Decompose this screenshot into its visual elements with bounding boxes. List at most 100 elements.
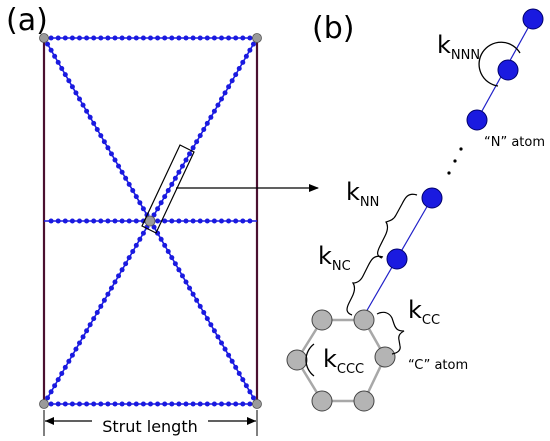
- strut-bead: [133, 218, 139, 224]
- strut-bead: [105, 291, 111, 297]
- strut-bead: [133, 35, 139, 41]
- strut-bead: [116, 163, 122, 169]
- strut-bead: [59, 371, 65, 376]
- strut-bead: [77, 96, 82, 102]
- strut-bead: [204, 218, 210, 224]
- strut-bead: [176, 401, 182, 407]
- strut-bead: [194, 297, 200, 303]
- strut-bead: [126, 218, 132, 224]
- k-nnn-annotation: kNNN: [437, 31, 521, 87]
- strut-bead: [233, 401, 239, 407]
- strut-bead: [84, 218, 90, 224]
- strut-bead: [162, 35, 168, 41]
- strut-bead: [169, 181, 175, 187]
- c-atom: [311, 309, 333, 331]
- strut-bead: [101, 139, 107, 145]
- strut-bead: [240, 59, 246, 65]
- strut-bead: [204, 401, 210, 407]
- strut-bead: [197, 35, 203, 41]
- strut-bead: [208, 114, 214, 120]
- strut-bead: [98, 218, 104, 224]
- strut-length-dimension: Strut length: [43, 410, 258, 436]
- strut-bead: [55, 401, 61, 407]
- node-bottom-right: [252, 399, 262, 409]
- strut-bead: [91, 401, 97, 407]
- strut-bead: [211, 218, 217, 224]
- strut-bead: [219, 340, 224, 346]
- strut-bead: [158, 236, 164, 242]
- strut-bead: [219, 401, 224, 407]
- strut-bead: [243, 383, 249, 389]
- strut-bead: [162, 194, 168, 200]
- strut-bead: [77, 35, 82, 41]
- strut-bead: [73, 90, 79, 96]
- strut-bead: [219, 96, 224, 102]
- strut-bead: [119, 35, 125, 41]
- strut-bead: [91, 120, 97, 126]
- k-cc-label: kCC: [408, 296, 440, 328]
- strut-bead: [190, 145, 196, 151]
- strut-bead: [148, 35, 153, 41]
- c-atom: [286, 349, 308, 371]
- strut-bead: [73, 346, 79, 352]
- strut-bead: [162, 242, 168, 248]
- strut-bead: [112, 35, 118, 41]
- zoom-callout: [141, 144, 319, 234]
- ellipsis-dot: [459, 147, 463, 151]
- strut-length-label: Strut length: [102, 417, 198, 436]
- strut-bead: [105, 145, 111, 151]
- panel-b: (b): [286, 8, 545, 412]
- k-nc-label: kNC: [318, 242, 351, 274]
- strut-bead: [208, 322, 214, 328]
- strut-bead: [119, 169, 125, 175]
- strut-bead: [119, 401, 125, 407]
- strut-bead: [105, 35, 111, 41]
- strut-bead: [169, 255, 175, 261]
- strut-bead: [215, 102, 221, 108]
- n-atoms: [386, 8, 544, 270]
- strut-bead: [137, 236, 143, 242]
- strut-bead: [130, 188, 136, 193]
- strut-bead: [98, 303, 104, 309]
- strut-bead: [87, 322, 93, 328]
- strut-bead: [158, 200, 164, 206]
- benzene-ring: [286, 309, 396, 412]
- strut-bead: [204, 316, 210, 322]
- k-nn-annotation: kNN: [346, 178, 418, 259]
- strut-bead: [194, 139, 200, 145]
- strut-bead: [91, 316, 97, 322]
- strut-bead: [119, 218, 125, 224]
- strut-bead: [69, 35, 75, 41]
- strut-bead: [219, 35, 224, 41]
- strut-bead: [105, 218, 111, 224]
- strut-bead: [94, 310, 100, 315]
- strut-bead: [151, 212, 157, 218]
- strut-bead: [69, 84, 75, 90]
- strut-bead: [52, 53, 58, 59]
- strut-bead: [229, 78, 235, 84]
- strut-bead: [243, 53, 249, 59]
- strut-bead: [155, 218, 161, 224]
- k-nn-brace: [377, 193, 418, 259]
- strut-bead: [77, 401, 82, 407]
- strut-bead: [66, 78, 72, 84]
- strut-bead: [247, 47, 253, 53]
- strut-bead: [55, 59, 61, 65]
- strut-bead: [126, 35, 132, 41]
- strut-bead: [179, 163, 185, 169]
- strut-bead: [123, 175, 129, 181]
- strut-bead: [236, 66, 242, 71]
- strut-bead: [62, 364, 68, 370]
- strut-bead: [247, 35, 253, 41]
- strut-bead: [105, 401, 111, 407]
- strut-bead: [197, 218, 203, 224]
- strut-bead: [201, 127, 207, 132]
- strut-bead: [45, 395, 51, 401]
- strut-bead: [98, 35, 104, 41]
- strut-bead: [91, 35, 97, 41]
- strut-bead: [123, 261, 129, 267]
- k-nnn-label: kNNN: [437, 31, 480, 63]
- strut-bead: [94, 127, 100, 132]
- strut-bead: [197, 133, 203, 139]
- strut-bead: [91, 218, 97, 224]
